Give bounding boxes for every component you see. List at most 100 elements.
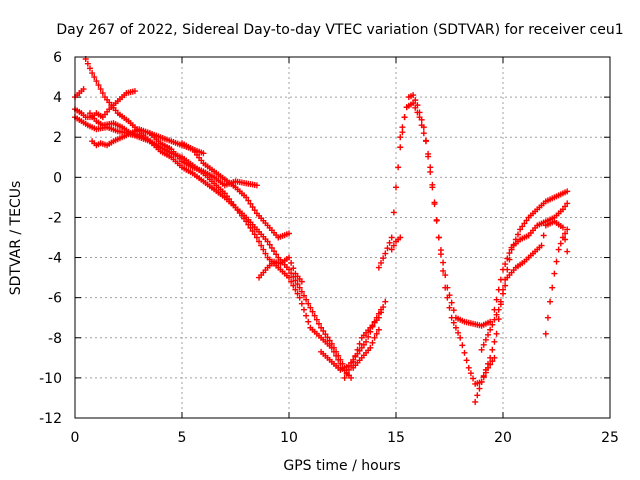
data-point bbox=[446, 304, 453, 311]
data-point bbox=[401, 114, 408, 121]
data-point bbox=[470, 375, 477, 382]
data-point bbox=[307, 304, 314, 311]
x-tick-label: 25 bbox=[601, 430, 619, 446]
data-point bbox=[286, 254, 292, 261]
data-series bbox=[72, 56, 571, 405]
data-point bbox=[356, 340, 363, 347]
data-point bbox=[478, 378, 485, 385]
data-point bbox=[303, 296, 310, 303]
data-point bbox=[463, 357, 470, 364]
data-point bbox=[521, 220, 528, 227]
data-point bbox=[504, 255, 511, 262]
x-tick-label: 5 bbox=[178, 430, 187, 446]
data-point bbox=[564, 200, 571, 207]
data-point bbox=[84, 60, 91, 67]
data-point bbox=[363, 338, 370, 345]
data-point bbox=[551, 270, 558, 277]
data-point bbox=[495, 286, 502, 293]
data-point bbox=[375, 264, 382, 271]
data-point bbox=[322, 331, 329, 338]
data-point bbox=[292, 286, 299, 293]
series-track-9 bbox=[256, 254, 305, 285]
series-track-2 bbox=[82, 56, 346, 367]
data-point bbox=[292, 277, 299, 284]
data-point bbox=[249, 228, 256, 235]
data-point bbox=[440, 267, 447, 274]
data-point bbox=[480, 372, 487, 379]
data-point bbox=[333, 348, 340, 355]
data-point bbox=[93, 78, 100, 85]
data-point bbox=[264, 238, 271, 245]
data-point bbox=[91, 74, 98, 81]
data-point bbox=[339, 360, 346, 367]
data-point bbox=[399, 124, 406, 131]
data-point bbox=[296, 294, 303, 301]
data-point bbox=[493, 330, 500, 337]
y-axis-label: SDTVAR / TECUs bbox=[8, 181, 24, 296]
data-point bbox=[459, 342, 466, 349]
data-point bbox=[399, 129, 406, 136]
y-tick-label: -6 bbox=[48, 291, 62, 307]
data-point bbox=[427, 168, 434, 175]
data-point bbox=[547, 298, 554, 305]
data-point bbox=[425, 153, 432, 160]
data-point bbox=[260, 246, 267, 253]
data-point bbox=[523, 217, 530, 224]
data-point bbox=[465, 364, 472, 371]
y-tick-label: 0 bbox=[53, 170, 62, 186]
data-point bbox=[330, 344, 337, 351]
data-point bbox=[288, 259, 295, 266]
data-point bbox=[290, 265, 297, 272]
data-point bbox=[328, 340, 335, 347]
data-point bbox=[493, 296, 500, 303]
data-point bbox=[467, 370, 474, 377]
data-point bbox=[482, 336, 489, 343]
data-point bbox=[384, 245, 391, 252]
data-point bbox=[294, 281, 301, 288]
data-point bbox=[89, 70, 96, 77]
data-point bbox=[485, 331, 492, 338]
data-point bbox=[564, 226, 571, 233]
data-point bbox=[311, 312, 318, 319]
data-point bbox=[305, 318, 312, 325]
x-axis-label: GPS time / hours bbox=[283, 458, 400, 474]
data-point bbox=[431, 201, 438, 208]
data-point bbox=[487, 326, 494, 333]
data-point bbox=[553, 258, 560, 265]
data-point bbox=[271, 248, 278, 255]
data-point bbox=[350, 358, 357, 365]
data-point bbox=[305, 300, 312, 307]
data-point bbox=[506, 250, 513, 257]
data-point bbox=[461, 349, 468, 356]
data-point bbox=[442, 272, 449, 279]
data-point bbox=[557, 240, 564, 247]
data-point bbox=[324, 334, 331, 341]
data-point bbox=[440, 259, 447, 266]
x-tick-label: 10 bbox=[280, 430, 298, 446]
data-point bbox=[549, 284, 556, 291]
data-point bbox=[298, 288, 305, 295]
data-point bbox=[345, 366, 352, 373]
data-point bbox=[457, 334, 464, 341]
data-point bbox=[514, 231, 521, 238]
data-point bbox=[564, 188, 571, 195]
data-point bbox=[414, 109, 421, 116]
data-point bbox=[352, 352, 359, 359]
data-point bbox=[303, 312, 310, 319]
y-tick-label: 2 bbox=[53, 130, 62, 146]
data-point bbox=[489, 358, 496, 365]
data-point bbox=[412, 104, 419, 111]
data-point bbox=[388, 246, 395, 253]
data-point bbox=[474, 392, 481, 399]
data-point bbox=[266, 241, 273, 248]
data-point bbox=[444, 284, 451, 291]
data-point bbox=[410, 100, 417, 107]
data-point bbox=[337, 356, 344, 363]
series-track-1 bbox=[72, 114, 355, 381]
data-point bbox=[388, 234, 395, 241]
data-point bbox=[375, 326, 382, 333]
data-point bbox=[97, 86, 104, 93]
series-track-12 bbox=[341, 298, 389, 381]
data-point bbox=[348, 374, 355, 381]
data-point bbox=[480, 341, 487, 348]
